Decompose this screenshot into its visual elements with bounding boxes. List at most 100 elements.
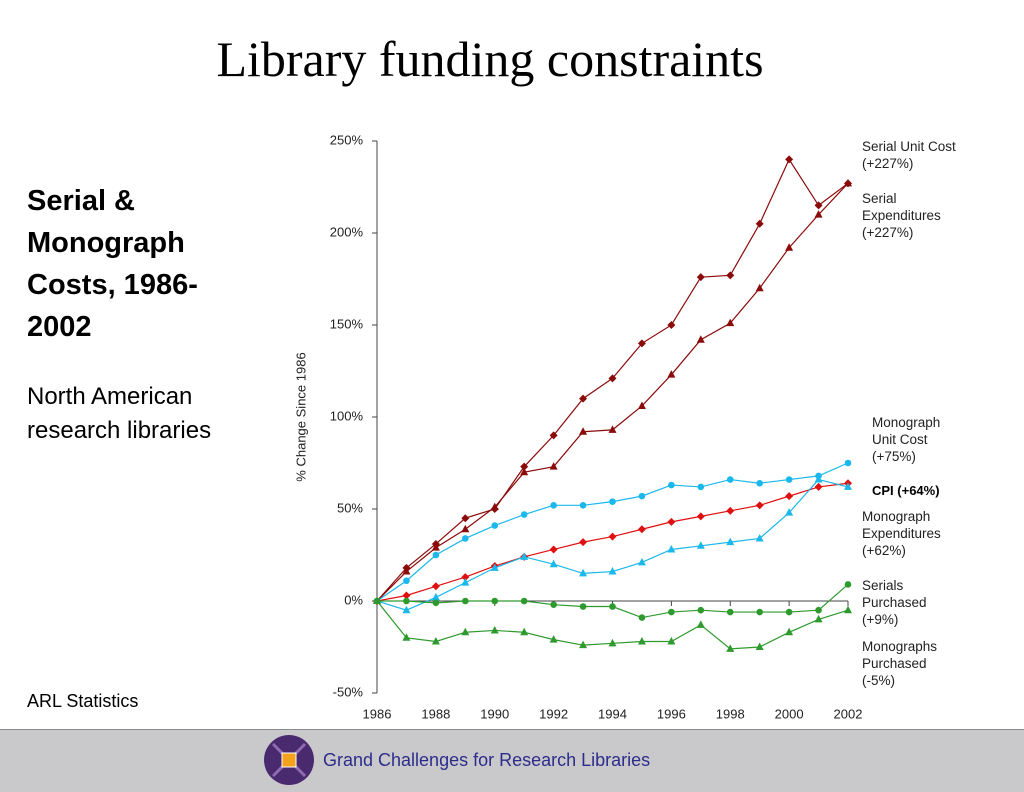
marker [637,339,646,348]
marker [726,644,735,652]
subheading: North American research libraries [27,383,212,444]
marker [696,335,705,343]
marker [550,601,557,608]
marker [491,597,499,605]
series-label: CPI (+64%) [872,483,940,498]
y-tick-label: 0% [344,592,363,607]
marker [814,201,823,210]
marker [608,638,617,647]
marker [668,608,675,616]
marker [696,273,705,282]
marker [373,596,381,604]
marker [432,551,440,559]
marker [461,514,470,523]
y-tick-label: 250% [330,132,364,147]
marker [608,532,617,541]
source: ARL Statistics [27,691,139,711]
x-tick-label: 1986 [363,706,392,721]
marker [785,243,794,251]
footer-text: Grand Challenges for Research Libraries [323,750,651,770]
series-label: Serial Unit Cost (+227%) [862,139,956,171]
marker [431,592,440,601]
series-label: Monographs Purchased (-5%) [862,639,938,688]
marker [549,635,558,643]
heading: Serial & Monograph Costs, 1986-2002 [27,185,198,343]
marker [402,567,411,575]
x-tick-label: 1998 [716,706,745,721]
series-label: Monograph Unit Cost (+75%) [872,415,941,464]
marker [726,271,735,280]
marker [814,614,823,623]
y-tick-label: 100% [330,408,364,423]
marker [461,524,470,533]
series-line [376,462,849,602]
marker [403,597,410,605]
marker [814,475,823,483]
marker [431,636,440,645]
marker [814,210,823,218]
marker [755,533,764,542]
marker [667,636,676,645]
marker [461,578,470,586]
marker [814,482,823,491]
marker [520,462,529,471]
marker [608,374,617,383]
marker [726,537,735,546]
marker [579,640,588,649]
marker [402,591,411,600]
marker [638,614,646,621]
marker [637,401,646,409]
marker [637,636,646,645]
marker [667,517,676,526]
x-tick-label: 1994 [598,706,627,721]
marker [520,552,529,560]
y-tick-label: 50% [337,500,363,515]
marker [696,541,705,549]
marker [667,321,676,329]
marker [579,568,588,577]
series-label: Serial Expenditures (+227%) [862,191,941,240]
x-tick-label: 1992 [539,706,568,721]
marker [667,370,676,378]
marker [844,178,852,187]
x-tick-label: 2000 [775,706,804,721]
y-tick-label: 150% [330,316,364,331]
marker [431,543,440,551]
marker [668,481,675,489]
x-tick-label: 2002 [834,706,863,721]
marker [756,479,763,487]
marker [844,605,852,614]
marker [520,597,528,605]
marker [402,605,411,614]
marker [785,508,794,516]
marker [726,476,734,483]
marker [755,283,764,292]
marker [608,567,617,575]
marker [520,511,528,518]
footer-band [0,729,1024,792]
marker [579,502,587,509]
marker [431,582,440,591]
marker [755,501,764,510]
marker [637,557,646,566]
marker [462,535,469,542]
marker [491,522,499,529]
marker [844,482,852,490]
marker [520,467,529,476]
marker [755,219,764,228]
x-tick-label: 1990 [480,706,509,721]
marker [785,476,793,483]
marker [490,502,499,511]
y-axis-label: % Change Since 1986 [293,352,308,481]
marker [549,462,558,470]
marker [756,608,763,616]
y-tick-label: -50% [333,684,364,699]
marker [520,627,529,636]
marker [609,498,616,505]
x-tick-label: 1996 [657,706,686,721]
marker [432,599,440,607]
marker [403,577,410,585]
